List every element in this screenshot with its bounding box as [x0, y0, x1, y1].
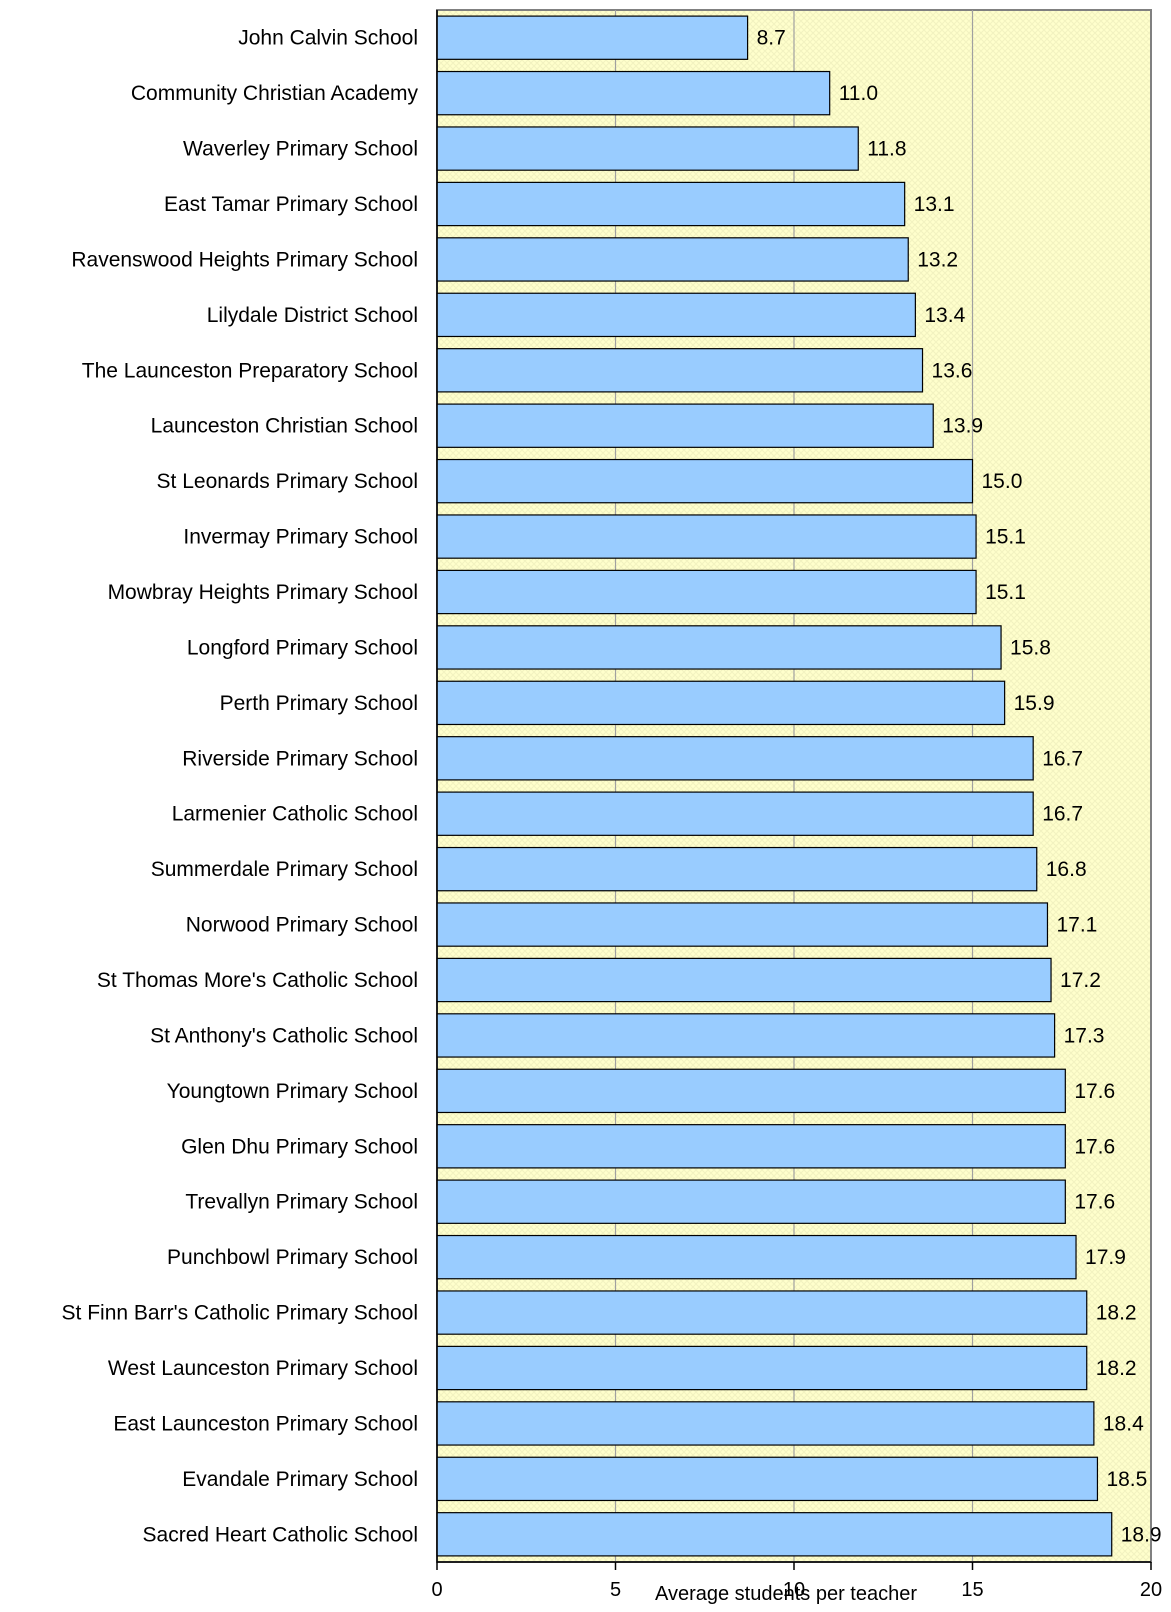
bar [437, 1513, 1112, 1556]
value-label: 13.6 [932, 359, 973, 382]
category-label: Launceston Christian School [151, 415, 418, 438]
bar [437, 238, 908, 281]
category-label: Punchbowl Primary School [167, 1246, 418, 1269]
category-label: Longford Primary School [187, 636, 418, 659]
category-label: East Tamar Primary School [164, 193, 418, 216]
value-label: 17.9 [1085, 1246, 1126, 1269]
bar [437, 404, 933, 447]
value-label: 18.2 [1096, 1302, 1137, 1325]
category-label: Perth Primary School [220, 692, 418, 715]
category-label: Invermay Primary School [183, 526, 418, 549]
category-label: Community Christian Academy [131, 82, 419, 105]
x-tick-label: 5 [610, 1579, 621, 1601]
value-label: 18.4 [1103, 1412, 1144, 1435]
value-label: 17.6 [1074, 1135, 1115, 1158]
value-label: 15.9 [1014, 692, 1055, 715]
bar [437, 1180, 1065, 1223]
category-label: Glen Dhu Primary School [181, 1135, 418, 1158]
category-label: Evandale Primary School [182, 1468, 418, 1491]
bar [437, 72, 830, 115]
bar [437, 293, 915, 336]
category-label: St Thomas More's Catholic School [97, 969, 418, 992]
bar [437, 737, 1033, 780]
value-label: 17.1 [1056, 914, 1097, 937]
value-label: 15.0 [982, 470, 1023, 493]
value-label: 13.4 [924, 304, 965, 327]
bar [437, 626, 1001, 669]
category-label: West Launceston Primary School [108, 1357, 418, 1380]
bar [437, 349, 923, 392]
bar [437, 1069, 1065, 1112]
bar [437, 16, 748, 59]
bar [437, 792, 1033, 835]
value-label: 17.3 [1064, 1024, 1105, 1047]
category-label: Waverley Primary School [183, 138, 418, 161]
value-label: 15.1 [985, 526, 1026, 549]
x-tick-label: 15 [961, 1579, 983, 1601]
category-label: Larmenier Catholic School [172, 803, 418, 826]
value-label: 18.9 [1121, 1523, 1162, 1546]
value-label: 17.6 [1074, 1191, 1115, 1214]
category-label: Youngtown Primary School [167, 1080, 418, 1103]
category-label: Lilydale District School [207, 304, 418, 327]
value-label: 15.1 [985, 581, 1026, 604]
bar [437, 1346, 1087, 1389]
value-label: 11.8 [867, 138, 906, 161]
bar [437, 460, 973, 503]
value-label: 15.8 [1010, 636, 1051, 659]
value-label: 13.2 [917, 248, 958, 271]
category-label: Sacred Heart Catholic School [143, 1523, 418, 1546]
value-label: 18.2 [1096, 1357, 1137, 1380]
category-label: Mowbray Heights Primary School [108, 581, 418, 604]
bar [437, 1125, 1065, 1168]
bar [437, 515, 976, 558]
value-label: 13.9 [942, 415, 983, 438]
category-label: Trevallyn Primary School [185, 1191, 418, 1214]
x-tick-label: 20 [1140, 1579, 1162, 1601]
value-label: 16.7 [1042, 803, 1083, 826]
bar [437, 903, 1047, 946]
x-tick-label: 0 [431, 1579, 442, 1601]
bar [437, 127, 858, 170]
bar [437, 1291, 1087, 1334]
category-label: Norwood Primary School [186, 914, 418, 937]
value-label: 16.8 [1046, 858, 1087, 881]
value-label: 16.7 [1042, 747, 1083, 770]
bar [437, 1402, 1094, 1445]
category-label: The Launceston Preparatory School [82, 359, 418, 382]
category-label: St Anthony's Catholic School [150, 1024, 418, 1047]
value-label: 18.5 [1106, 1468, 1147, 1491]
bar [437, 681, 1005, 724]
bar [437, 958, 1051, 1001]
category-label: St Leonards Primary School [157, 470, 418, 493]
value-label: 11.0 [839, 82, 878, 105]
bar [437, 1457, 1097, 1500]
category-label: John Calvin School [238, 27, 418, 50]
bar [437, 1014, 1055, 1057]
value-label: 17.2 [1060, 969, 1101, 992]
bar [437, 848, 1037, 891]
bar [437, 570, 976, 613]
value-label: 8.7 [757, 27, 786, 50]
category-label: East Launceston Primary School [113, 1412, 418, 1435]
bar [437, 1236, 1076, 1279]
category-label: Ravenswood Heights Primary School [71, 248, 418, 271]
category-label: Riverside Primary School [182, 747, 418, 770]
value-label: 17.6 [1074, 1080, 1115, 1103]
x-axis-title: Average students per teacher [655, 1583, 917, 1605]
category-labels: John Calvin School Community Christian Ac… [62, 27, 419, 1547]
value-label: 13.1 [914, 193, 955, 216]
category-label: Summerdale Primary School [151, 858, 418, 881]
bar [437, 182, 905, 225]
category-label: St Finn Barr's Catholic Primary School [62, 1302, 418, 1325]
